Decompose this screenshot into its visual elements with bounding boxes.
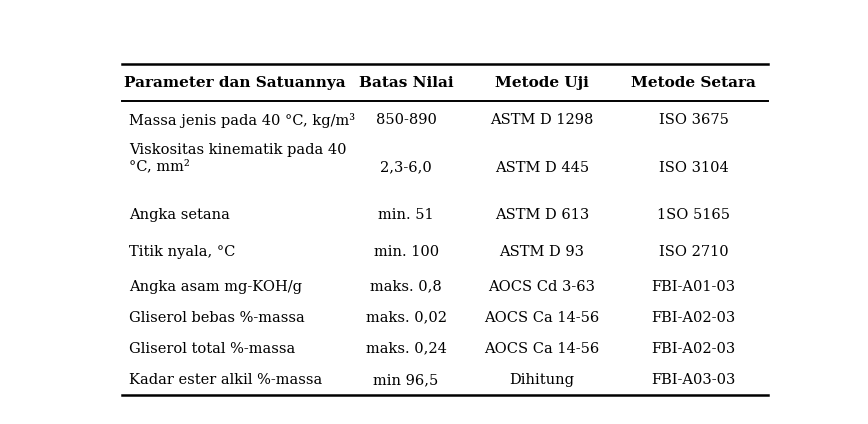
Text: Batas Nilai: Batas Nilai xyxy=(358,76,453,90)
Text: AOCS Cd 3-63: AOCS Cd 3-63 xyxy=(488,280,595,294)
Text: ASTM D 93: ASTM D 93 xyxy=(499,245,584,259)
Text: Parameter dan Satuannya: Parameter dan Satuannya xyxy=(124,76,345,90)
Text: 1SO 5165: 1SO 5165 xyxy=(657,208,730,222)
Text: min. 100: min. 100 xyxy=(373,245,438,259)
Text: FBI-A01-03: FBI-A01-03 xyxy=(651,280,735,294)
Text: ISO 3675: ISO 3675 xyxy=(659,113,728,127)
Text: maks. 0,02: maks. 0,02 xyxy=(365,311,447,325)
Text: Metode Uji: Metode Uji xyxy=(495,76,589,90)
Text: Gliserol total %-massa: Gliserol total %-massa xyxy=(128,342,295,356)
Text: ASTM D 1298: ASTM D 1298 xyxy=(490,113,594,127)
Text: 850-890: 850-890 xyxy=(376,113,437,127)
Text: Massa jenis pada 40 °C, kg/m³: Massa jenis pada 40 °C, kg/m³ xyxy=(128,113,355,128)
Text: maks. 0,8: maks. 0,8 xyxy=(371,280,442,294)
Text: FBI-A03-03: FBI-A03-03 xyxy=(651,373,736,387)
Text: ASTM D 613: ASTM D 613 xyxy=(495,208,589,222)
Text: Viskositas kinematik pada 40
°C, mm²: Viskositas kinematik pada 40 °C, mm² xyxy=(128,143,346,173)
Text: ISO 3104: ISO 3104 xyxy=(659,161,728,175)
Text: maks. 0,24: maks. 0,24 xyxy=(365,342,446,356)
Text: Kadar ester alkil %-massa: Kadar ester alkil %-massa xyxy=(128,373,322,387)
Text: ASTM D 445: ASTM D 445 xyxy=(495,161,589,175)
Text: Angka asam mg-KOH/g: Angka asam mg-KOH/g xyxy=(128,280,302,294)
Text: Metode Setara: Metode Setara xyxy=(631,76,756,90)
Text: Titik nyala, °C: Titik nyala, °C xyxy=(128,245,235,259)
Text: min 96,5: min 96,5 xyxy=(373,373,438,387)
Text: AOCS Ca 14-56: AOCS Ca 14-56 xyxy=(484,311,599,325)
Text: 2,3-6,0: 2,3-6,0 xyxy=(380,161,432,175)
Text: ISO 2710: ISO 2710 xyxy=(659,245,728,259)
Text: min. 51: min. 51 xyxy=(378,208,434,222)
Text: FBI-A02-03: FBI-A02-03 xyxy=(651,311,735,325)
Text: FBI-A02-03: FBI-A02-03 xyxy=(651,342,735,356)
Text: Angka setana: Angka setana xyxy=(128,208,229,222)
Text: Dihitung: Dihitung xyxy=(510,373,575,387)
Text: AOCS Ca 14-56: AOCS Ca 14-56 xyxy=(484,342,599,356)
Text: Gliserol bebas %-massa: Gliserol bebas %-massa xyxy=(128,311,305,325)
